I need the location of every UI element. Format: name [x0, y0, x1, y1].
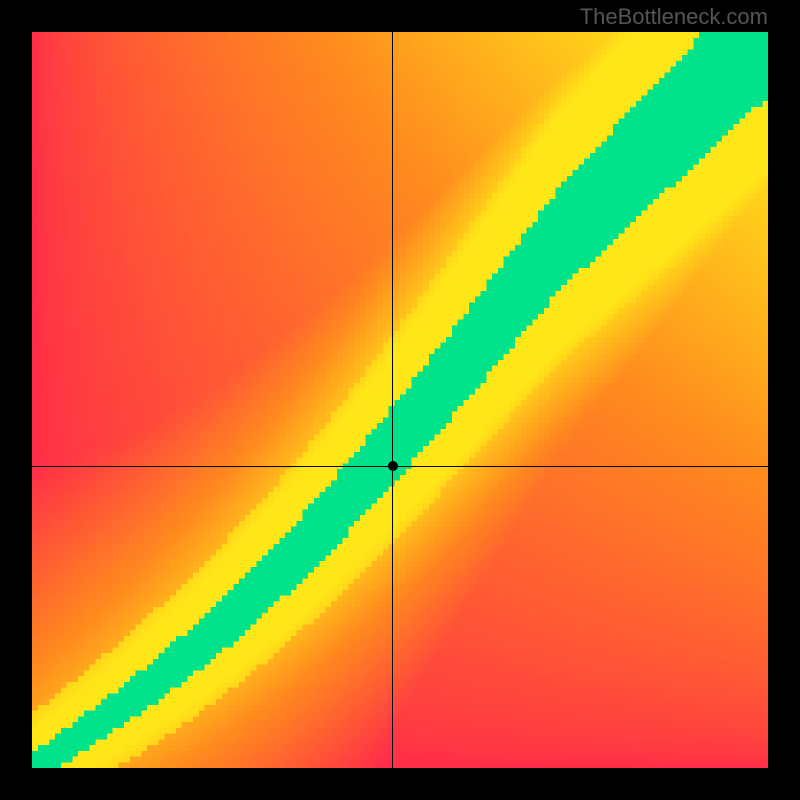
chart-container: TheBottleneck.com	[0, 0, 800, 800]
crosshair-horizontal	[32, 466, 768, 467]
heatmap-canvas	[32, 32, 768, 768]
marker-point	[388, 461, 398, 471]
watermark-text: TheBottleneck.com	[580, 4, 768, 30]
crosshair-vertical	[392, 32, 393, 768]
